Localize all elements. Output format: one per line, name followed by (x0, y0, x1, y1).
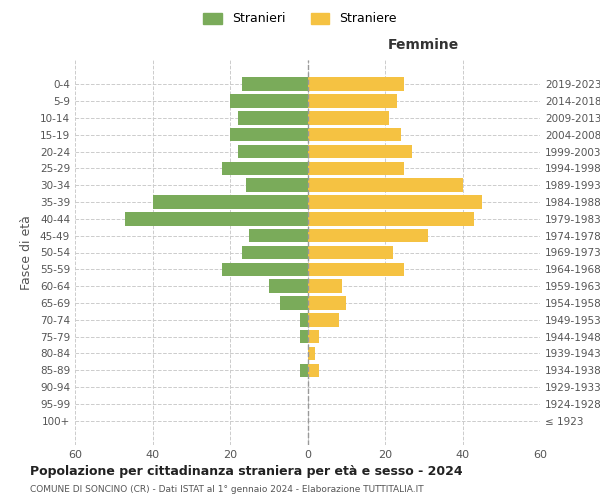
Text: Popolazione per cittadinanza straniera per età e sesso - 2024: Popolazione per cittadinanza straniera p… (30, 465, 463, 478)
Text: Femmine: Femmine (388, 38, 460, 52)
Bar (152, 196, 308, 209)
Bar (308, 111, 389, 124)
Bar (242, 246, 308, 259)
Bar (125, 212, 308, 226)
Bar (238, 145, 308, 158)
Bar (308, 280, 343, 293)
Bar (308, 196, 482, 209)
Bar (308, 162, 404, 175)
Text: COMUNE DI SONCINO (CR) - Dati ISTAT al 1° gennaio 2024 - Elaborazione TUTTITALIA: COMUNE DI SONCINO (CR) - Dati ISTAT al 1… (30, 485, 424, 494)
Bar (238, 111, 308, 124)
Bar (269, 280, 308, 293)
Bar (308, 145, 412, 158)
Bar (250, 229, 308, 242)
Bar (300, 330, 308, 344)
Bar (242, 78, 308, 91)
Bar (308, 229, 428, 242)
Bar (245, 178, 308, 192)
Bar (300, 364, 308, 377)
Bar (308, 330, 319, 344)
Bar (308, 262, 404, 276)
Bar (308, 128, 401, 141)
Legend: Stranieri, Straniere: Stranieri, Straniere (197, 6, 403, 32)
Bar (308, 364, 319, 377)
Bar (222, 162, 308, 175)
Bar (308, 78, 404, 91)
Bar (280, 296, 308, 310)
Bar (300, 313, 308, 326)
Bar (308, 94, 397, 108)
Bar (308, 313, 338, 326)
Bar (230, 94, 308, 108)
Bar (308, 178, 463, 192)
Bar (308, 296, 346, 310)
Bar (222, 262, 308, 276)
Bar (308, 212, 474, 226)
Bar (308, 246, 393, 259)
Bar (308, 346, 315, 360)
Bar (230, 128, 308, 141)
Y-axis label: Fasce di età: Fasce di età (20, 215, 33, 290)
